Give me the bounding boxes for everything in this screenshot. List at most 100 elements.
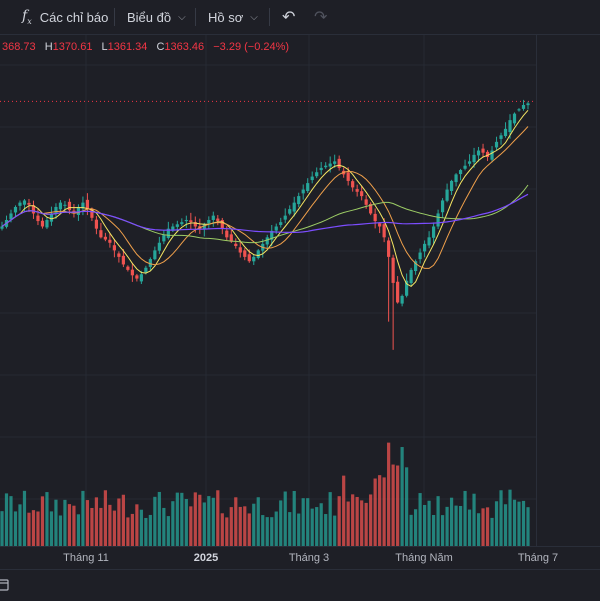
candle-body bbox=[238, 247, 242, 253]
volume-bar bbox=[369, 494, 373, 546]
profile-label: Hồ sơ bbox=[208, 9, 244, 25]
candle-body bbox=[108, 239, 112, 243]
candle-body bbox=[211, 215, 215, 220]
candle-body bbox=[85, 199, 90, 210]
volume-bar bbox=[364, 502, 368, 546]
candle-body bbox=[193, 222, 197, 227]
candle-body bbox=[333, 161, 337, 164]
low-value: 1361.34 bbox=[107, 41, 148, 53]
price-chart[interactable] bbox=[0, 35, 536, 546]
volume-bar bbox=[49, 511, 54, 546]
chart-grid bbox=[0, 35, 536, 546]
candle-body bbox=[99, 230, 103, 238]
profile-button[interactable]: Hồ sơ ⌵ bbox=[208, 0, 258, 34]
indicators-button[interactable]: fx Các chỉ báo bbox=[22, 0, 108, 34]
candle-body bbox=[22, 200, 27, 205]
volume-bar bbox=[180, 492, 184, 546]
candle-body bbox=[117, 253, 121, 257]
calendar-icon[interactable] bbox=[0, 578, 10, 592]
candle-body bbox=[445, 189, 449, 201]
volume-bar bbox=[216, 490, 220, 546]
candle-body bbox=[135, 275, 139, 279]
volume-bar bbox=[126, 517, 130, 546]
volume-bar bbox=[440, 515, 445, 546]
volume-bar bbox=[81, 490, 85, 546]
volume-bar bbox=[517, 501, 521, 546]
candle-body bbox=[157, 242, 161, 251]
redo-button[interactable]: ↷ bbox=[314, 0, 327, 34]
volume-bar bbox=[301, 498, 305, 546]
candle-body bbox=[431, 226, 436, 238]
volume-bar bbox=[512, 499, 517, 546]
volume-bar bbox=[31, 510, 36, 546]
candle-body bbox=[18, 202, 22, 206]
volume-bar bbox=[99, 507, 103, 546]
ma-long-line bbox=[1, 193, 529, 233]
candle-body bbox=[355, 189, 359, 192]
volume-bar bbox=[13, 511, 18, 546]
candle-body bbox=[521, 104, 526, 109]
candle-body bbox=[472, 154, 476, 163]
volume-bar bbox=[400, 447, 404, 546]
volume-bar bbox=[270, 517, 274, 546]
time-axis[interactable]: Tháng 11 2025 Tháng 3 Tháng Năm Tháng 7 bbox=[0, 546, 600, 569]
candle-body bbox=[427, 237, 431, 246]
candle-body bbox=[148, 259, 152, 267]
candle-body bbox=[274, 226, 278, 231]
candle-body bbox=[229, 234, 233, 242]
chevron-down-icon: ⌵ bbox=[178, 11, 186, 23]
volume-bar bbox=[476, 513, 481, 546]
chevron-down-icon: ⌵ bbox=[250, 11, 258, 23]
volume-bar bbox=[521, 500, 526, 546]
volume-bar bbox=[207, 496, 211, 546]
ma-mid-line bbox=[1, 126, 529, 269]
candle-body bbox=[306, 183, 310, 192]
candle-body bbox=[360, 191, 364, 197]
volume-bars bbox=[0, 442, 530, 546]
volume-bar bbox=[184, 499, 188, 546]
candle-body bbox=[45, 219, 49, 228]
candle-body bbox=[175, 224, 179, 227]
volume-bar bbox=[427, 500, 431, 546]
volume-bar bbox=[346, 501, 350, 546]
volume-bar bbox=[22, 490, 27, 546]
toolbar-divider bbox=[269, 8, 270, 26]
candle-body bbox=[351, 181, 355, 188]
candle-body bbox=[256, 250, 260, 258]
volume-bar bbox=[503, 504, 508, 546]
volume-bar bbox=[445, 506, 449, 546]
volume-bar bbox=[153, 496, 157, 546]
volume-bar bbox=[166, 516, 170, 546]
candle-body bbox=[270, 230, 274, 240]
volume-bar bbox=[193, 492, 197, 546]
volume-bar bbox=[409, 514, 413, 546]
undo-button[interactable]: ↶ bbox=[282, 0, 295, 34]
volume-bar bbox=[220, 513, 224, 546]
candle-body bbox=[90, 208, 94, 218]
candle-body bbox=[373, 213, 377, 222]
price-axis[interactable] bbox=[536, 35, 600, 546]
time-label: Tháng Năm bbox=[395, 552, 453, 564]
candle-body bbox=[526, 103, 530, 106]
volume-bar bbox=[198, 494, 202, 546]
volume-bar bbox=[292, 490, 296, 546]
volume-bar bbox=[85, 500, 90, 546]
candle-body bbox=[220, 220, 224, 229]
volume-bar bbox=[76, 514, 81, 546]
toolbar-divider bbox=[195, 8, 196, 26]
volume-bar bbox=[72, 505, 76, 546]
candle-body bbox=[418, 252, 422, 260]
volume-bar bbox=[256, 497, 260, 546]
volume-bar bbox=[94, 497, 99, 546]
candle-body bbox=[400, 295, 404, 304]
volume-bar bbox=[288, 512, 292, 546]
open-value: 368.73 bbox=[2, 41, 36, 53]
volume-bar bbox=[90, 507, 94, 546]
candle-body bbox=[369, 204, 373, 214]
candle-body bbox=[36, 215, 40, 222]
chart-type-button[interactable]: Biểu đồ ⌵ bbox=[127, 0, 186, 34]
candle-body bbox=[297, 196, 301, 205]
toolbar-divider bbox=[114, 8, 115, 26]
candle-body bbox=[328, 163, 332, 167]
volume-bar bbox=[0, 511, 4, 546]
